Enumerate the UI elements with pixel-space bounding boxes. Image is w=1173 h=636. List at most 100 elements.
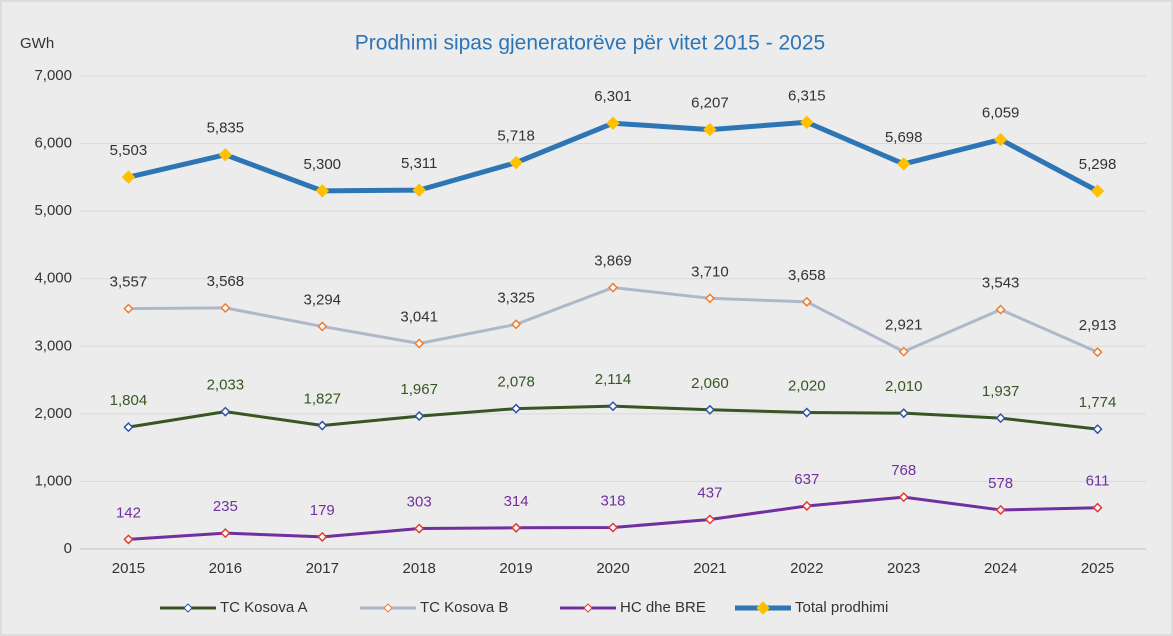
data-label: 1,967 xyxy=(400,381,438,398)
point-marker xyxy=(220,302,231,313)
data-label: 5,300 xyxy=(303,156,341,173)
point-marker xyxy=(993,132,1008,147)
point-marker xyxy=(801,407,812,418)
data-label: 5,698 xyxy=(885,129,923,146)
data-label: 179 xyxy=(310,502,335,519)
data-label: 318 xyxy=(600,492,625,509)
point-marker xyxy=(801,500,812,512)
y-tick-label: 6,000 xyxy=(34,135,72,152)
data-label: 3,568 xyxy=(207,273,245,290)
x-tick-label: 2024 xyxy=(984,560,1017,577)
data-label: 2,114 xyxy=(595,371,631,388)
legend-label: TC Kosova A xyxy=(220,599,308,616)
data-label: 768 xyxy=(891,462,916,479)
data-label: 437 xyxy=(697,484,722,501)
point-marker xyxy=(801,296,812,307)
x-tick-label: 2015 xyxy=(112,560,145,577)
point-marker xyxy=(607,401,619,412)
data-label: 637 xyxy=(794,471,819,488)
x-tick-label: 2016 xyxy=(209,560,242,577)
y-tick-label: 5,000 xyxy=(34,202,72,219)
y-tick-label: 0 xyxy=(64,540,72,557)
point-marker xyxy=(898,346,909,357)
data-label: 2,020 xyxy=(788,377,826,394)
legend-label: TC Kosova B xyxy=(420,599,508,616)
point-marker xyxy=(414,338,425,349)
point-marker xyxy=(123,422,134,433)
y-axis-label: GWh xyxy=(20,35,54,52)
legend-marker xyxy=(183,603,193,613)
point-marker xyxy=(704,293,715,304)
data-label: 1,804 xyxy=(110,392,148,409)
y-tick-label: 7,000 xyxy=(34,67,72,84)
point-marker xyxy=(414,411,425,422)
point-marker xyxy=(412,183,426,197)
data-label: 611 xyxy=(1086,473,1110,490)
point-marker xyxy=(606,116,620,130)
point-marker xyxy=(703,122,717,137)
y-tick-label: 4,000 xyxy=(34,270,72,287)
data-label: 1,827 xyxy=(303,391,341,408)
x-tick-label: 2019 xyxy=(499,560,532,577)
data-label: 5,298 xyxy=(1079,156,1117,173)
point-marker xyxy=(220,528,231,539)
data-label: 303 xyxy=(407,493,432,510)
point-marker xyxy=(898,408,909,419)
data-label: 2,010 xyxy=(885,378,923,395)
point-marker xyxy=(1090,184,1105,198)
data-label: 3,543 xyxy=(982,275,1020,292)
point-marker xyxy=(1092,502,1103,513)
data-label: 2,078 xyxy=(497,374,535,391)
data-label: 6,207 xyxy=(691,95,729,112)
x-tick-label: 2018 xyxy=(402,560,435,577)
data-label: 3,041 xyxy=(400,308,438,325)
point-marker xyxy=(1092,424,1103,435)
x-tick-label: 2022 xyxy=(790,560,823,577)
y-tick-label: 2,000 xyxy=(34,405,72,422)
legend-marker xyxy=(583,603,593,613)
point-marker xyxy=(218,148,233,162)
point-marker xyxy=(123,534,134,545)
point-marker xyxy=(511,522,522,533)
data-label: 5,718 xyxy=(497,128,535,145)
data-label: 3,869 xyxy=(594,253,632,270)
data-label: 578 xyxy=(988,475,1013,492)
point-marker xyxy=(511,403,522,414)
x-tick-label: 2017 xyxy=(306,560,339,577)
data-label: 1,937 xyxy=(982,383,1020,400)
point-marker xyxy=(315,184,329,198)
data-label: 6,301 xyxy=(594,88,632,105)
y-tick-label: 1,000 xyxy=(34,472,72,489)
point-marker xyxy=(897,157,911,171)
point-marker xyxy=(704,514,715,525)
data-label: 3,325 xyxy=(497,289,535,306)
legend-label: HC dhe BRE xyxy=(620,599,706,616)
data-label: 3,557 xyxy=(110,274,148,291)
point-marker xyxy=(1092,347,1103,358)
point-marker xyxy=(995,304,1006,315)
x-tick-label: 2020 xyxy=(596,560,629,577)
point-marker xyxy=(121,170,136,184)
legend-marker xyxy=(756,601,770,615)
point-marker xyxy=(995,413,1006,424)
point-marker xyxy=(220,406,231,417)
point-marker xyxy=(317,531,328,542)
legend-marker xyxy=(383,603,393,613)
data-label: 2,913 xyxy=(1079,317,1117,334)
point-marker xyxy=(509,155,523,170)
data-label: 2,060 xyxy=(691,375,729,392)
chart-title: Prodhimi sipas gjeneratorëve për vitet 2… xyxy=(355,32,825,55)
point-marker xyxy=(414,523,425,534)
data-label: 314 xyxy=(504,493,529,510)
x-tick-label: 2021 xyxy=(693,560,726,577)
point-marker xyxy=(123,303,134,314)
point-marker xyxy=(511,319,522,330)
data-label: 3,710 xyxy=(691,263,729,280)
point-marker xyxy=(317,420,328,431)
point-marker xyxy=(704,404,715,415)
point-marker xyxy=(317,321,328,332)
data-label: 2,921 xyxy=(885,317,923,334)
data-label: 3,294 xyxy=(303,291,341,308)
